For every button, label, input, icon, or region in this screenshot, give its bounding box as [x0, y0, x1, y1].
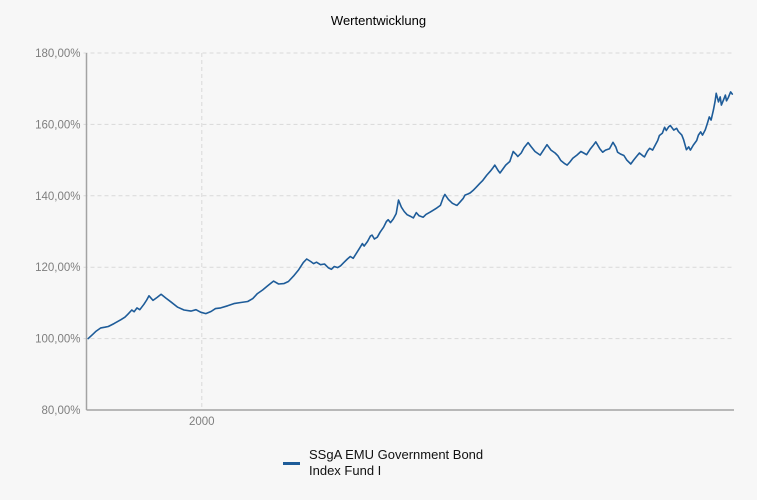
y-axis-tick-label: 140,00%: [35, 191, 80, 203]
performance-line-chart: 180,00% 160,00% 140,00% 120,00% 100,00% 80,00…: [35, 48, 734, 428]
y-axis-tick-label: 180,00%: [35, 48, 80, 60]
legend-line-swatch: [283, 461, 300, 465]
legend-series-label: SSgA EMU Government Bond Index Fund I: [309, 447, 484, 478]
y-axis-tick-label: 160,00%: [35, 119, 80, 131]
chart-title: Wertentwicklung: [330, 13, 427, 28]
fund-performance-line: [87, 91, 734, 340]
y-axis-tick-label: 120,00%: [35, 262, 80, 274]
y-axis-tick-label: 80,00%: [41, 405, 80, 417]
y-axis-tick-label: 100,00%: [35, 334, 80, 346]
chart-legend: SSgA EMU Government Bond Index Fund I: [283, 447, 489, 479]
x-axis-tick-label: 2000: [189, 416, 215, 428]
